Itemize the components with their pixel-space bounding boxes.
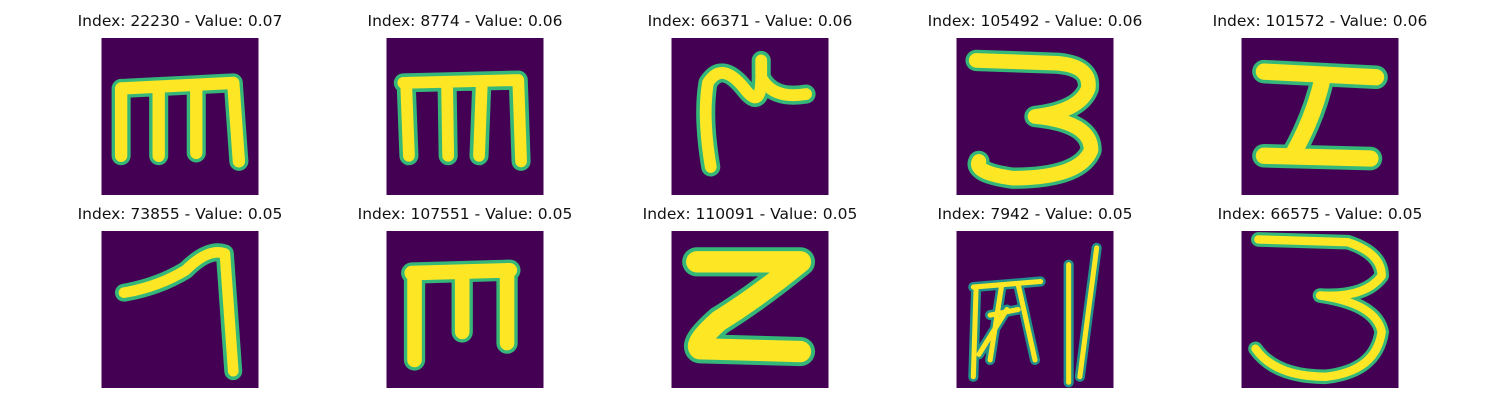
digit-image — [1241, 231, 1399, 388]
panel-title: Index: 101572 - Value: 0.06 — [1212, 12, 1428, 30]
digit-image — [956, 231, 1114, 388]
panel-6: Index: 73855 - Value: 0.05 — [35, 205, 325, 395]
panel-title: Index: 8774 - Value: 0.06 — [367, 12, 563, 30]
panel-title: Index: 110091 - Value: 0.05 — [642, 205, 858, 223]
digit-image — [1241, 38, 1399, 195]
panel-8: Index: 110091 - Value: 0.05 — [605, 205, 895, 395]
panel-title: Index: 105492 - Value: 0.06 — [927, 12, 1143, 30]
digit-image — [101, 38, 259, 195]
panel-title: Index: 66371 - Value: 0.06 — [647, 12, 853, 30]
panel-title: Index: 22230 - Value: 0.07 — [77, 12, 283, 30]
panel-10: Index: 66575 - Value: 0.05 — [1175, 205, 1465, 395]
panel-3: Index: 66371 - Value: 0.06 — [605, 12, 895, 202]
digit-image — [386, 38, 544, 195]
digit-image — [101, 231, 259, 388]
panel-title: Index: 7942 - Value: 0.05 — [937, 205, 1133, 223]
digit-image — [671, 38, 829, 195]
panel-title: Index: 66575 - Value: 0.05 — [1217, 205, 1423, 223]
panel-title: Index: 73855 - Value: 0.05 — [77, 205, 283, 223]
digit-image — [671, 231, 829, 388]
panel-1: Index: 22230 - Value: 0.07 — [35, 12, 325, 202]
panel-4: Index: 105492 - Value: 0.06 — [890, 12, 1180, 202]
panel-2: Index: 8774 - Value: 0.06 — [320, 12, 610, 202]
panel-5: Index: 101572 - Value: 0.06 — [1175, 12, 1465, 202]
panel-9: Index: 7942 - Value: 0.05 — [890, 205, 1180, 395]
digit-image — [386, 231, 544, 388]
panel-title: Index: 107551 - Value: 0.05 — [357, 205, 573, 223]
panel-7: Index: 107551 - Value: 0.05 — [320, 205, 610, 395]
digit-image — [956, 38, 1114, 195]
